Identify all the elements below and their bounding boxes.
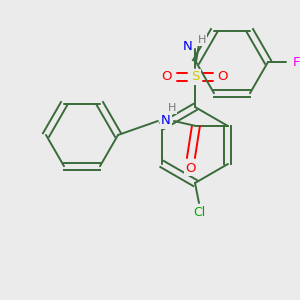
Text: N: N xyxy=(161,115,171,128)
Text: O: O xyxy=(186,161,196,175)
Text: F: F xyxy=(292,56,300,68)
Text: O: O xyxy=(162,70,172,83)
Text: H: H xyxy=(168,103,176,113)
Text: N: N xyxy=(183,40,193,53)
Text: Cl: Cl xyxy=(193,206,205,220)
Text: S: S xyxy=(191,70,199,83)
Text: H: H xyxy=(198,35,206,45)
Text: O: O xyxy=(218,70,228,83)
